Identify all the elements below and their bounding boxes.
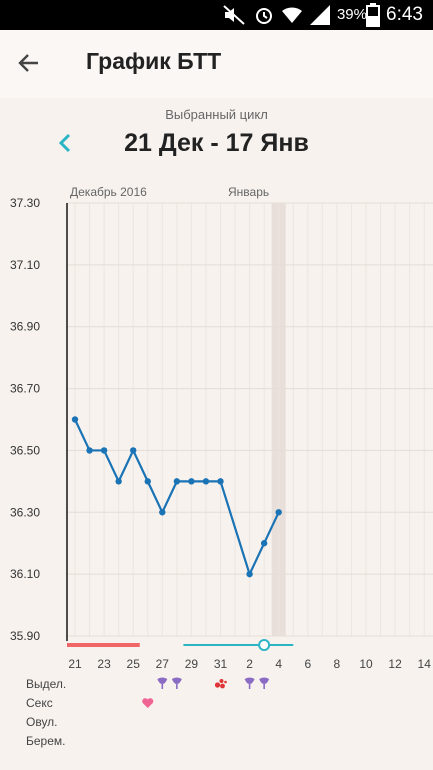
month-label-january: Январь	[228, 185, 269, 199]
battery-icon	[366, 3, 380, 27]
status-time: 6:43	[386, 4, 423, 25]
temperature-point	[144, 478, 151, 485]
y-tick-label: 35.90	[10, 629, 40, 643]
bbt-chart[interactable]: 37.30 37.10 36.90 36.70 36.50 36.30 36.10 35.90…	[0, 180, 433, 770]
x-tick-label: 12	[388, 657, 402, 671]
discharge-icon	[157, 677, 168, 689]
alarm-icon	[256, 8, 272, 24]
blood-drop	[219, 679, 224, 683]
page-title: График БТТ	[86, 48, 222, 74]
wifi-icon	[282, 7, 302, 24]
y-tick-label: 36.70	[10, 382, 40, 396]
temperature-point	[246, 570, 253, 578]
temperature-point	[115, 478, 122, 485]
row-label-pregnancy: Берем.	[26, 734, 66, 748]
discharge-icon	[244, 677, 255, 689]
temperature-point	[202, 478, 210, 485]
back-button[interactable]	[14, 48, 44, 78]
temperature-point	[173, 478, 181, 485]
x-tick-label: 29	[185, 657, 199, 671]
month-label-december: Декабрь 2016	[70, 185, 147, 199]
y-tick-label: 36.50	[10, 443, 40, 457]
discharge-icon-head	[244, 677, 255, 684]
x-tick-label: 25	[127, 657, 141, 671]
x-tick-label: 14	[418, 657, 432, 671]
signal-icon	[310, 5, 330, 25]
blood-drop	[214, 682, 221, 688]
x-tick-label: 6	[304, 657, 311, 671]
x-tick-label: 31	[214, 657, 228, 671]
today-marker	[258, 639, 271, 651]
cycle-label: Выбранный цикл	[165, 107, 268, 122]
battery-percent: 39%	[336, 6, 367, 23]
temperature-point	[275, 509, 282, 516]
x-tick-label: 4	[275, 657, 282, 671]
x-tick-label: 21	[68, 657, 82, 671]
discharge-icon	[259, 677, 270, 689]
previous-cycle-button[interactable]	[54, 131, 78, 155]
temperature-point	[71, 416, 79, 423]
cycle-range: 21 Дек - 17 Янв	[124, 129, 309, 157]
heart-icon	[142, 698, 154, 708]
y-tick-label: 37.30	[10, 196, 40, 210]
blood-drop	[220, 683, 225, 689]
status-bar: 39% 6:43	[0, 0, 433, 30]
y-tick-label: 37.10	[10, 258, 40, 272]
temperature-point	[100, 447, 108, 454]
blood-drop	[224, 680, 227, 684]
discharge-icon	[171, 677, 182, 689]
chevron-left-icon	[58, 133, 71, 153]
x-tick-label: 27	[156, 657, 170, 671]
temperature-point	[130, 447, 137, 454]
discharge-icon-head	[259, 677, 270, 684]
x-tick-label: 8	[334, 657, 341, 671]
x-tick-label: 10	[359, 657, 373, 671]
temperature-point	[260, 540, 268, 547]
mute-icon	[223, 5, 245, 25]
x-tick-label: 2	[246, 657, 253, 671]
blood-icon	[214, 679, 227, 689]
temperature-point	[86, 447, 93, 454]
discharge-icon-head	[171, 677, 182, 684]
arrow-left-icon	[18, 54, 38, 72]
y-tick-label: 36.30	[10, 505, 40, 519]
temperature-point	[217, 478, 224, 485]
x-tick-label: 23	[97, 657, 111, 671]
temperature-point	[159, 509, 166, 516]
row-label-ovulation: Овул.	[26, 715, 58, 729]
temperature-point	[188, 478, 195, 485]
row-label-sex: Секс	[26, 696, 53, 710]
row-label-discharge: Выдел.	[26, 677, 67, 691]
y-tick-label: 36.90	[10, 320, 40, 334]
temperature-line	[74, 419, 280, 576]
app-bar: График БТТ	[0, 30, 433, 98]
discharge-icon-head	[157, 677, 168, 684]
y-tick-label: 36.10	[10, 567, 40, 581]
